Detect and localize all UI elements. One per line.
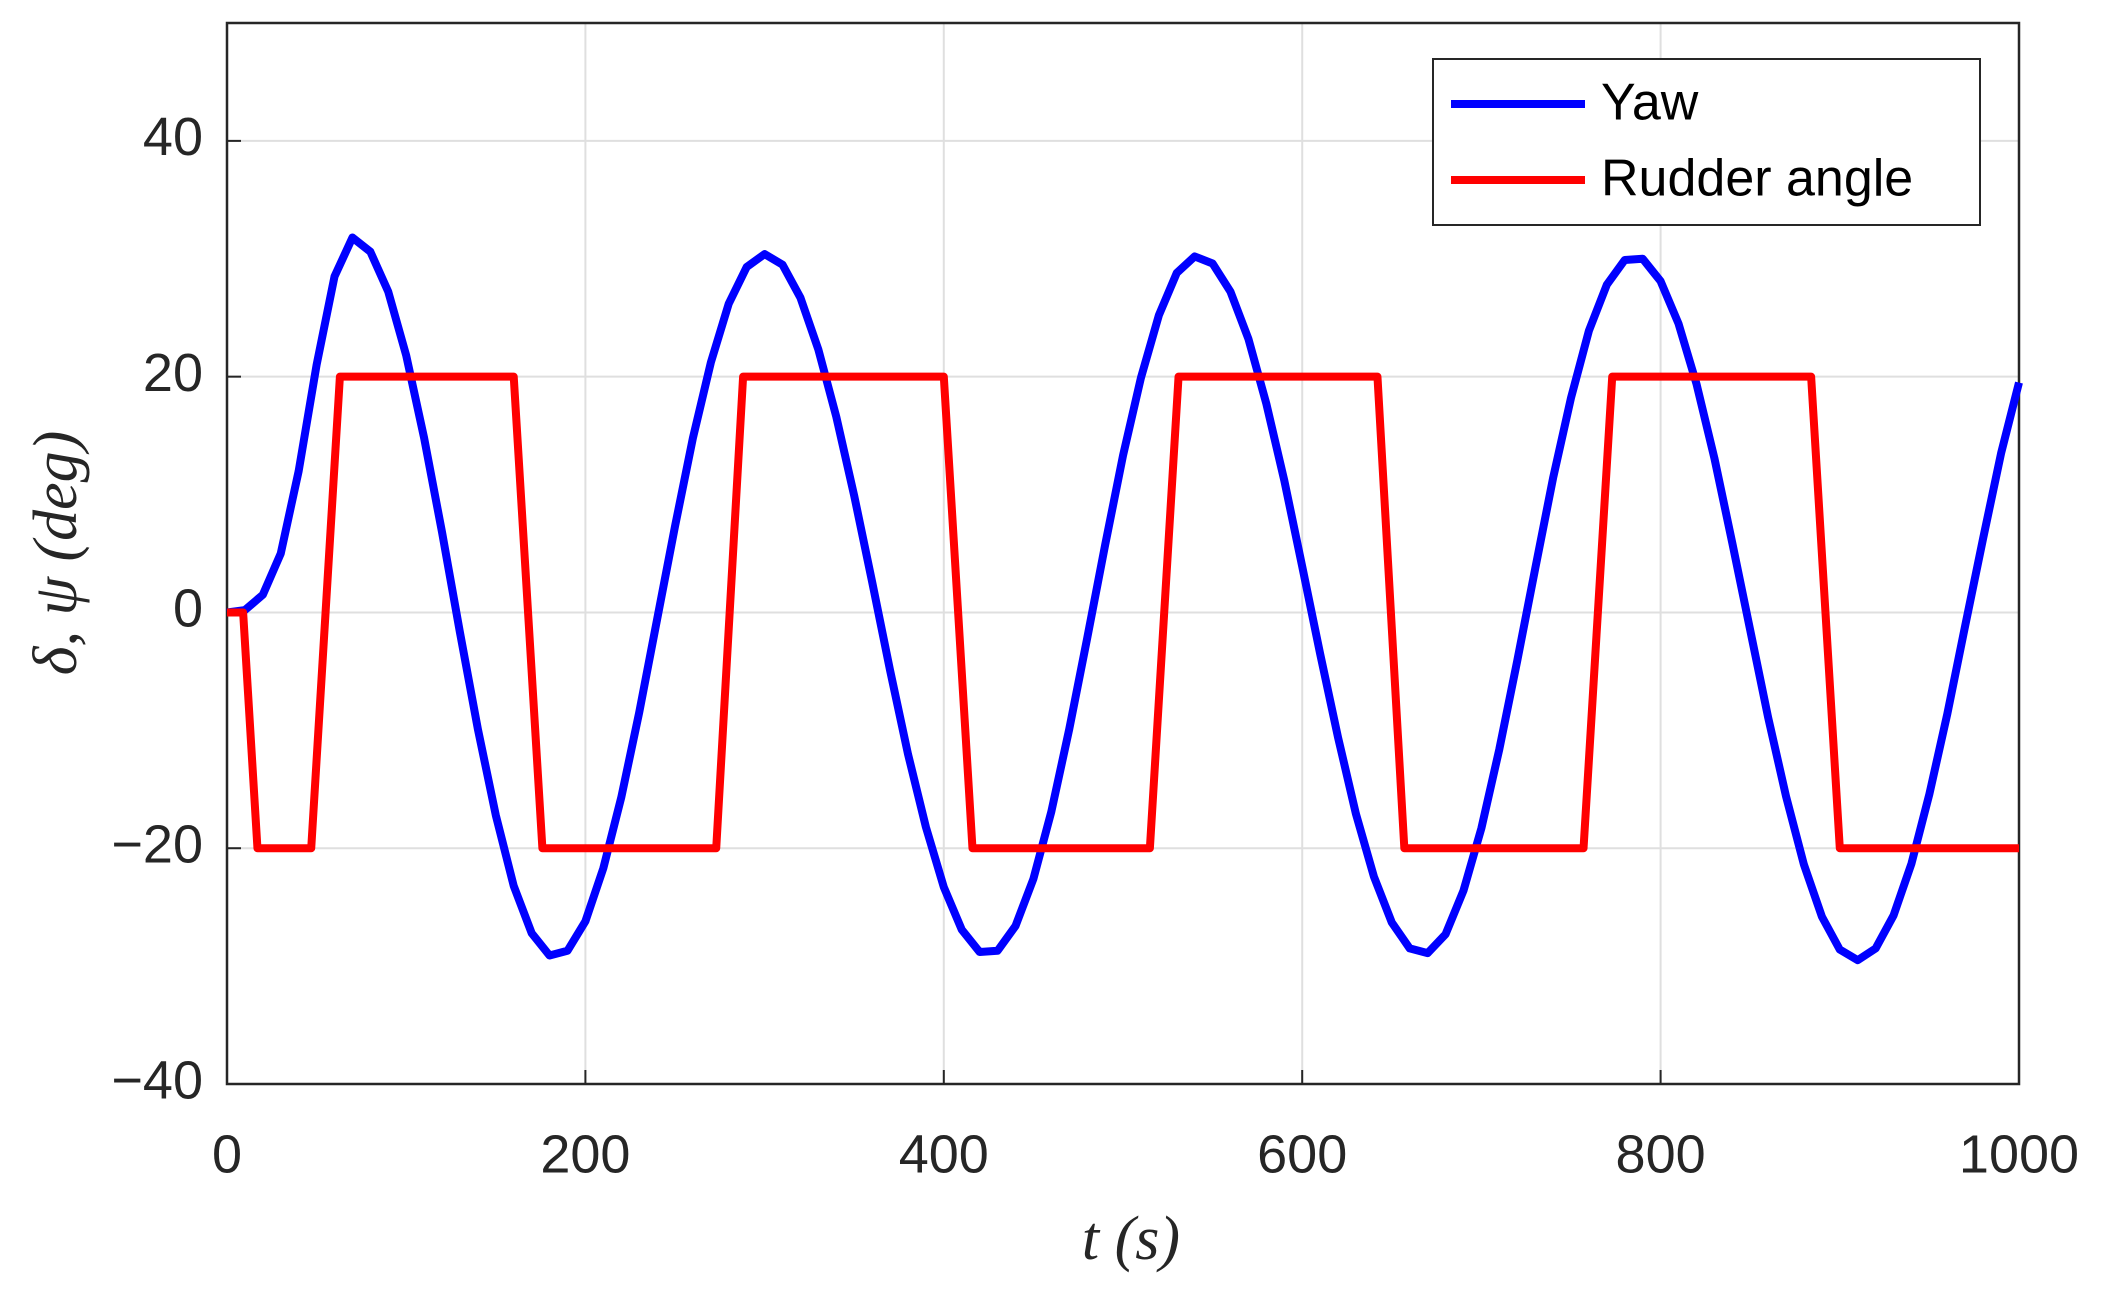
y-tick-label: 20 <box>143 343 203 403</box>
plot-frame <box>225 21 2021 1086</box>
legend-label: Yaw <box>1601 74 1699 132</box>
y-tick-label: 0 <box>173 579 203 639</box>
x-tick-label: 200 <box>540 1124 630 1184</box>
series-line <box>227 372 2019 853</box>
y-tick-label: −20 <box>111 814 203 874</box>
y-tick-label: 40 <box>143 107 203 167</box>
x-axis-label: t (s) <box>1082 1205 1180 1273</box>
x-tick-label: 0 <box>212 1124 242 1184</box>
x-tick-label: 600 <box>1257 1124 1347 1184</box>
legend-label: Rudder angle <box>1601 150 1913 208</box>
x-tick-label: 400 <box>899 1124 989 1184</box>
y-axis-label: δ, ψ (deg) <box>22 431 90 676</box>
y-tick-label: −40 <box>111 1050 203 1110</box>
series-line <box>226 233 2023 965</box>
x-tick-label: 1000 <box>1959 1124 2079 1184</box>
x-tick-label: 800 <box>1616 1124 1706 1184</box>
legend-box <box>1432 58 1981 226</box>
